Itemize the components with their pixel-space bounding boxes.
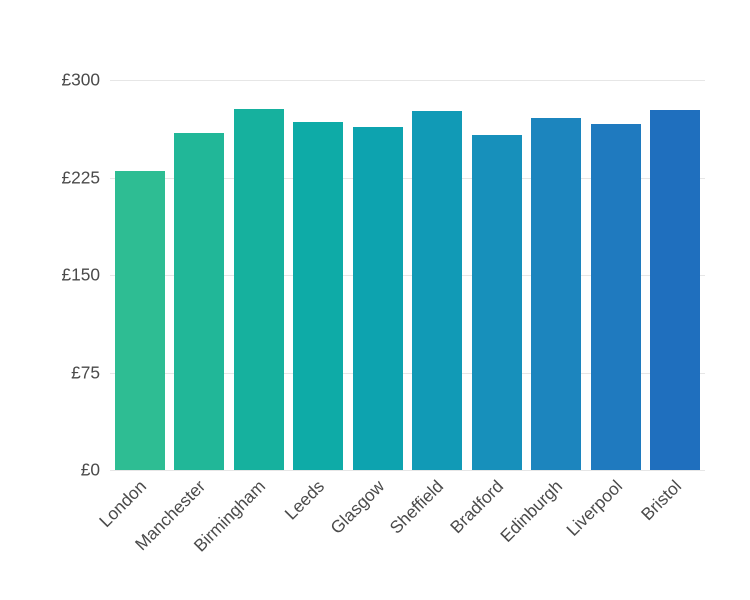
y-axis-label: £150 — [61, 265, 110, 286]
bar — [531, 118, 581, 470]
bar-slot: London — [110, 80, 170, 470]
bar-slot: Liverpool — [586, 80, 646, 470]
y-axis-label: £300 — [61, 70, 110, 91]
bar-slot: Bristol — [646, 80, 706, 470]
bar — [591, 124, 641, 470]
plot-area: £0£75£150£225£300LondonManchesterBirming… — [110, 80, 705, 470]
bar — [115, 171, 165, 470]
bar-slot: Bradford — [467, 80, 527, 470]
bar-slot: Manchester — [170, 80, 230, 470]
bar — [174, 133, 224, 470]
bar-chart: £0 £75 £150 £225 £300LondonManchesterBirming… — [0, 0, 750, 600]
bar — [293, 122, 343, 470]
bar-slot: Birmingham — [229, 80, 289, 470]
bar — [353, 127, 403, 470]
y-axis-label: £75 — [71, 362, 110, 383]
y-axis-label: £225 — [61, 167, 110, 188]
bar — [412, 111, 462, 470]
bar-slot: Glasgow — [348, 80, 408, 470]
bar — [650, 110, 700, 470]
bar — [472, 135, 522, 470]
y-axis-label: £0 — [81, 460, 110, 481]
bar-slot: Edinburgh — [527, 80, 587, 470]
bar-slot: Sheffield — [408, 80, 468, 470]
bar-slot: Leeds — [289, 80, 349, 470]
bars-container: LondonManchesterBirminghamLeedsGlasgowSh… — [110, 80, 705, 470]
bar — [234, 109, 284, 470]
